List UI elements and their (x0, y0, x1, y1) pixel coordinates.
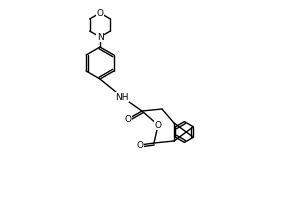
Text: O: O (136, 140, 143, 150)
Text: O: O (97, 8, 104, 18)
Text: O: O (154, 120, 161, 130)
Text: O: O (124, 114, 131, 123)
Text: N: N (97, 32, 104, 42)
Text: NH: NH (115, 92, 129, 102)
